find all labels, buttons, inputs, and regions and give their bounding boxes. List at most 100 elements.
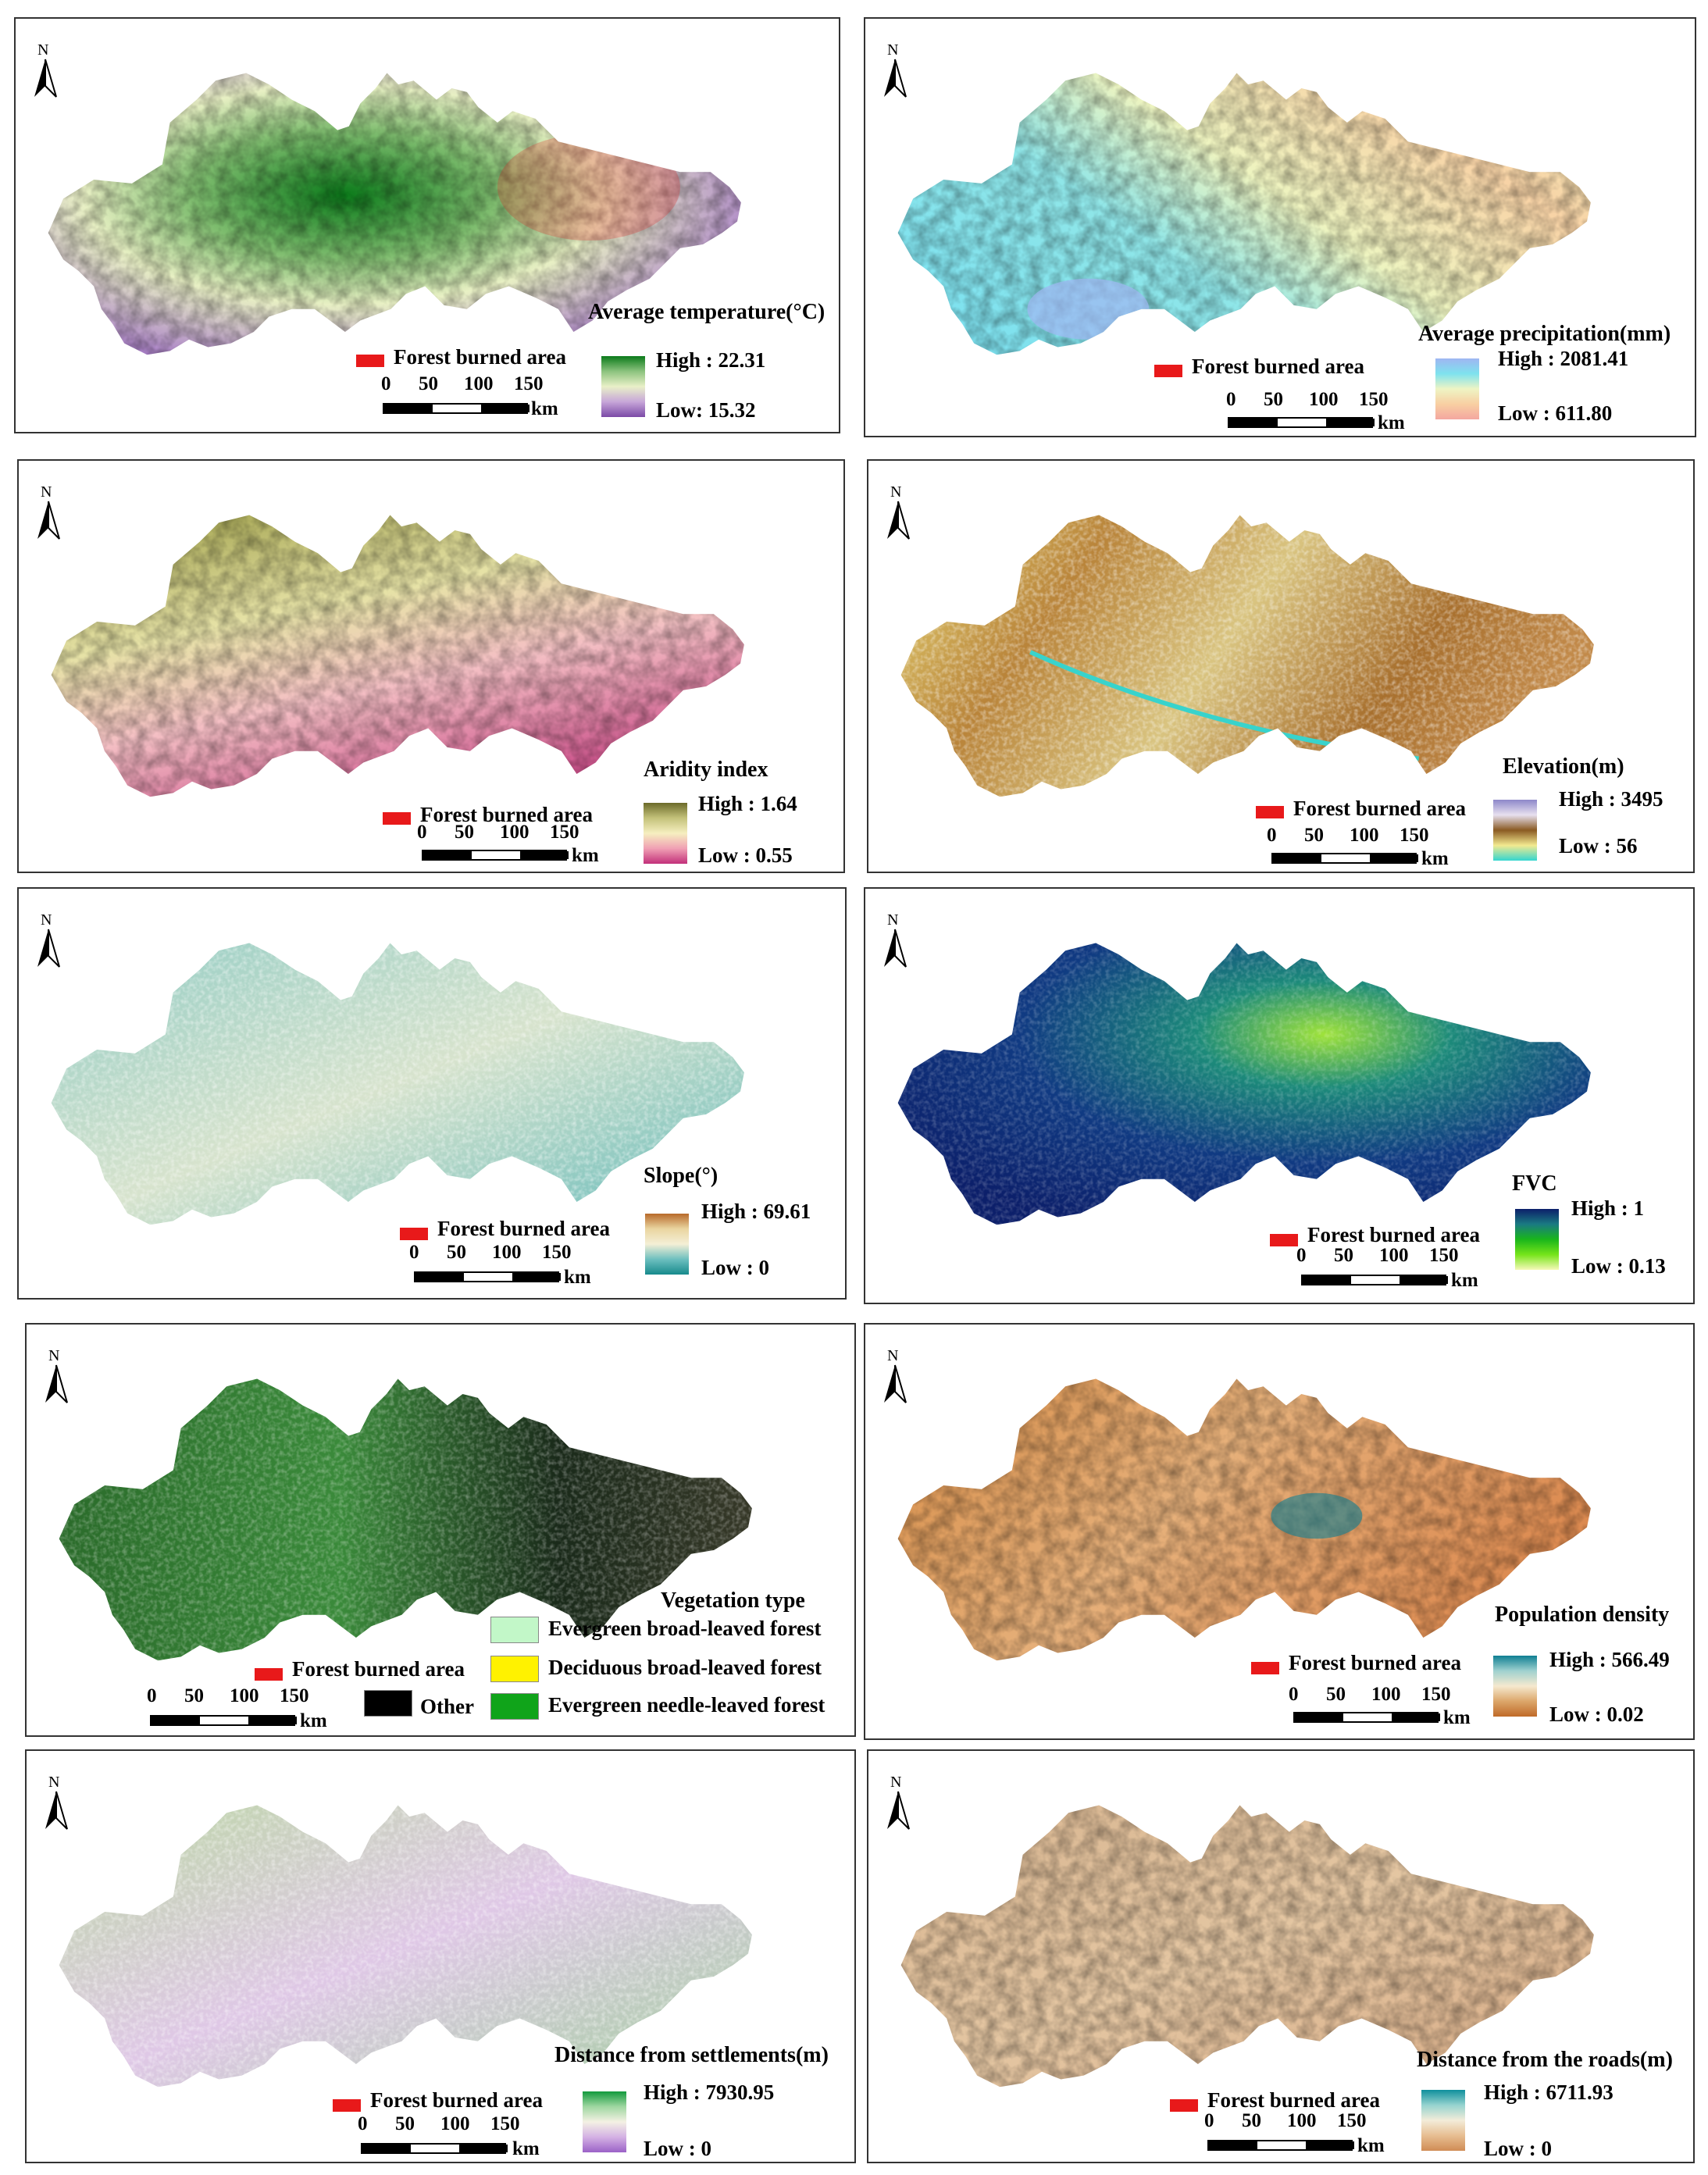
legend-title: Distance from settlements(m): [554, 2043, 829, 2067]
scale-unit: km: [1421, 848, 1449, 869]
burned-area-label: Forest burned area: [420, 803, 593, 826]
map-panel-slope: N Slope(°) Forest burned area 0 50 100 150 …: [17, 887, 847, 1300]
legend-high: High : 69.61: [701, 1200, 811, 1223]
legend-swatch-deciduous-broad: [490, 1656, 539, 1682]
map-panel-aridity-index: N Aridity index Forest burned area 0 50 10…: [17, 459, 845, 873]
legend-high: High : 7930.95: [644, 2081, 775, 2104]
map-panel-population-density: N Population density Forest burned area …: [864, 1323, 1695, 1740]
svg-text:N: N: [890, 1774, 901, 1791]
burned-area-swatch: [255, 1668, 283, 1681]
burned-area-swatch: [383, 812, 411, 825]
legend-high: High : 1: [1571, 1196, 1645, 1220]
scale-unit: km: [512, 2138, 540, 2159]
north-arrow-icon: N: [45, 1774, 68, 1830]
scale-bar: [1271, 853, 1418, 864]
burned-area-label: Forest burned area: [1207, 2088, 1380, 2112]
settlement-distance-raster-map: [59, 1805, 752, 2088]
legend-high: High : 6711.93: [1484, 2081, 1614, 2104]
road-distance-raster-map: [900, 1805, 1594, 2088]
elevation-raster-map: [900, 515, 1594, 797]
scale-bar: [414, 1271, 561, 1282]
legend-label-other: Other: [420, 1695, 474, 1718]
legend-low: Low : 0: [1484, 2137, 1552, 2160]
color-ramp: [645, 1214, 689, 1275]
svg-text:N: N: [41, 483, 52, 501]
legend-title: Slope(°): [644, 1164, 719, 1188]
legend-low: Low : 0: [644, 2137, 711, 2160]
burned-area-label: Forest burned area: [292, 1657, 465, 1681]
burned-area-label: Forest burned area: [1289, 1651, 1461, 1674]
precipitation-raster-map: [897, 73, 1591, 355]
svg-text:N: N: [37, 41, 48, 59]
north-arrow-icon: N: [887, 483, 910, 540]
vegetation-raster-map: [59, 1378, 752, 1661]
legend-low: Low : 0.55: [698, 843, 793, 867]
color-ramp: [1515, 1209, 1559, 1270]
legend-low: Low : 56: [1559, 834, 1638, 858]
north-arrow-icon: N: [37, 911, 60, 968]
legend-high: High : 1.64: [698, 792, 797, 815]
legend-low: Low : 0.02: [1549, 1703, 1644, 1726]
burned-area-label: Forest burned area: [394, 345, 566, 369]
slope-raster-map: [51, 943, 744, 1225]
svg-text:N: N: [48, 1347, 59, 1364]
scale-bar: [150, 1715, 297, 1726]
color-ramp: [644, 803, 687, 864]
north-arrow-icon: N: [884, 41, 907, 98]
scale-unit: km: [531, 398, 558, 419]
legend-title: Population density: [1495, 1603, 1670, 1627]
svg-text:N: N: [48, 1774, 59, 1791]
legend-high: High : 3495: [1559, 787, 1663, 811]
scale-unit: km: [1443, 1707, 1471, 1728]
burned-area-swatch: [1270, 1234, 1298, 1246]
scale-unit: km: [564, 1267, 591, 1288]
aridity-raster-map: [51, 515, 744, 797]
scale-bar: [1207, 2140, 1354, 2151]
north-arrow-icon: N: [884, 911, 907, 968]
color-ramp: [583, 2091, 626, 2152]
north-arrow-icon: N: [884, 1347, 907, 1403]
burned-area-label: Forest burned area: [1293, 797, 1466, 820]
legend-high: High : 566.49: [1549, 1648, 1670, 1671]
burned-area-swatch: [1154, 365, 1182, 377]
color-ramp: [1493, 1656, 1537, 1717]
burned-area-swatch: [333, 2099, 361, 2112]
burned-area-swatch: [1170, 2099, 1198, 2112]
scale-unit: km: [1378, 412, 1405, 433]
fvc-raster-map: [897, 943, 1591, 1225]
color-ramp: [1421, 2090, 1465, 2151]
scale-unit: km: [572, 845, 599, 866]
burned-area-swatch: [1251, 1662, 1279, 1674]
legend-label-evergreen-broad: Evergreen broad-leaved forest: [548, 1617, 822, 1640]
svg-text:N: N: [887, 1347, 898, 1364]
color-ramp: [1435, 358, 1479, 419]
legend-title: Aridity index: [644, 758, 768, 782]
burned-area-label: Forest burned area: [1192, 355, 1364, 378]
scale-unit: km: [1357, 2135, 1385, 2156]
legend-label-evergreen-needle: Evergreen needle-leaved forest: [548, 1693, 825, 1717]
map-panel-elevation: N Elevation(m) Forest burned area 0 50 100…: [867, 459, 1695, 873]
map-panel-average-temperature: N Average temperature(°C) Forest burned …: [14, 17, 840, 433]
legend-low: Low: 15.32: [656, 398, 756, 422]
map-panel-distance-settlements: N Distance from settlements(m) Forest bu…: [25, 1749, 856, 2163]
legend-title: FVC: [1512, 1171, 1557, 1196]
legend-swatch-other: [364, 1690, 412, 1717]
north-arrow-icon: N: [45, 1347, 68, 1403]
scale-unit: km: [1451, 1270, 1478, 1291]
svg-text:N: N: [890, 483, 901, 501]
svg-text:N: N: [41, 911, 52, 929]
color-ramp: [1493, 800, 1537, 861]
color-ramp: [601, 356, 645, 417]
temperature-raster-map: [48, 73, 741, 355]
burned-area-label: Forest burned area: [437, 1217, 610, 1240]
burned-area-swatch: [400, 1228, 428, 1240]
north-arrow-icon: N: [887, 1774, 910, 1830]
scale-bar: [1301, 1275, 1448, 1285]
burned-area-label: Forest burned area: [370, 2088, 543, 2112]
burned-area-label: Forest burned area: [1307, 1223, 1480, 1246]
legend-low: Low : 0: [701, 1256, 769, 1279]
legend-title: Average precipitation(mm): [1418, 322, 1671, 346]
svg-text:N: N: [887, 41, 898, 59]
scale-bar: [1293, 1712, 1440, 1723]
map-panel-fvc: N FVC Forest burned area 0 50 100 150 km Hi…: [864, 887, 1695, 1304]
